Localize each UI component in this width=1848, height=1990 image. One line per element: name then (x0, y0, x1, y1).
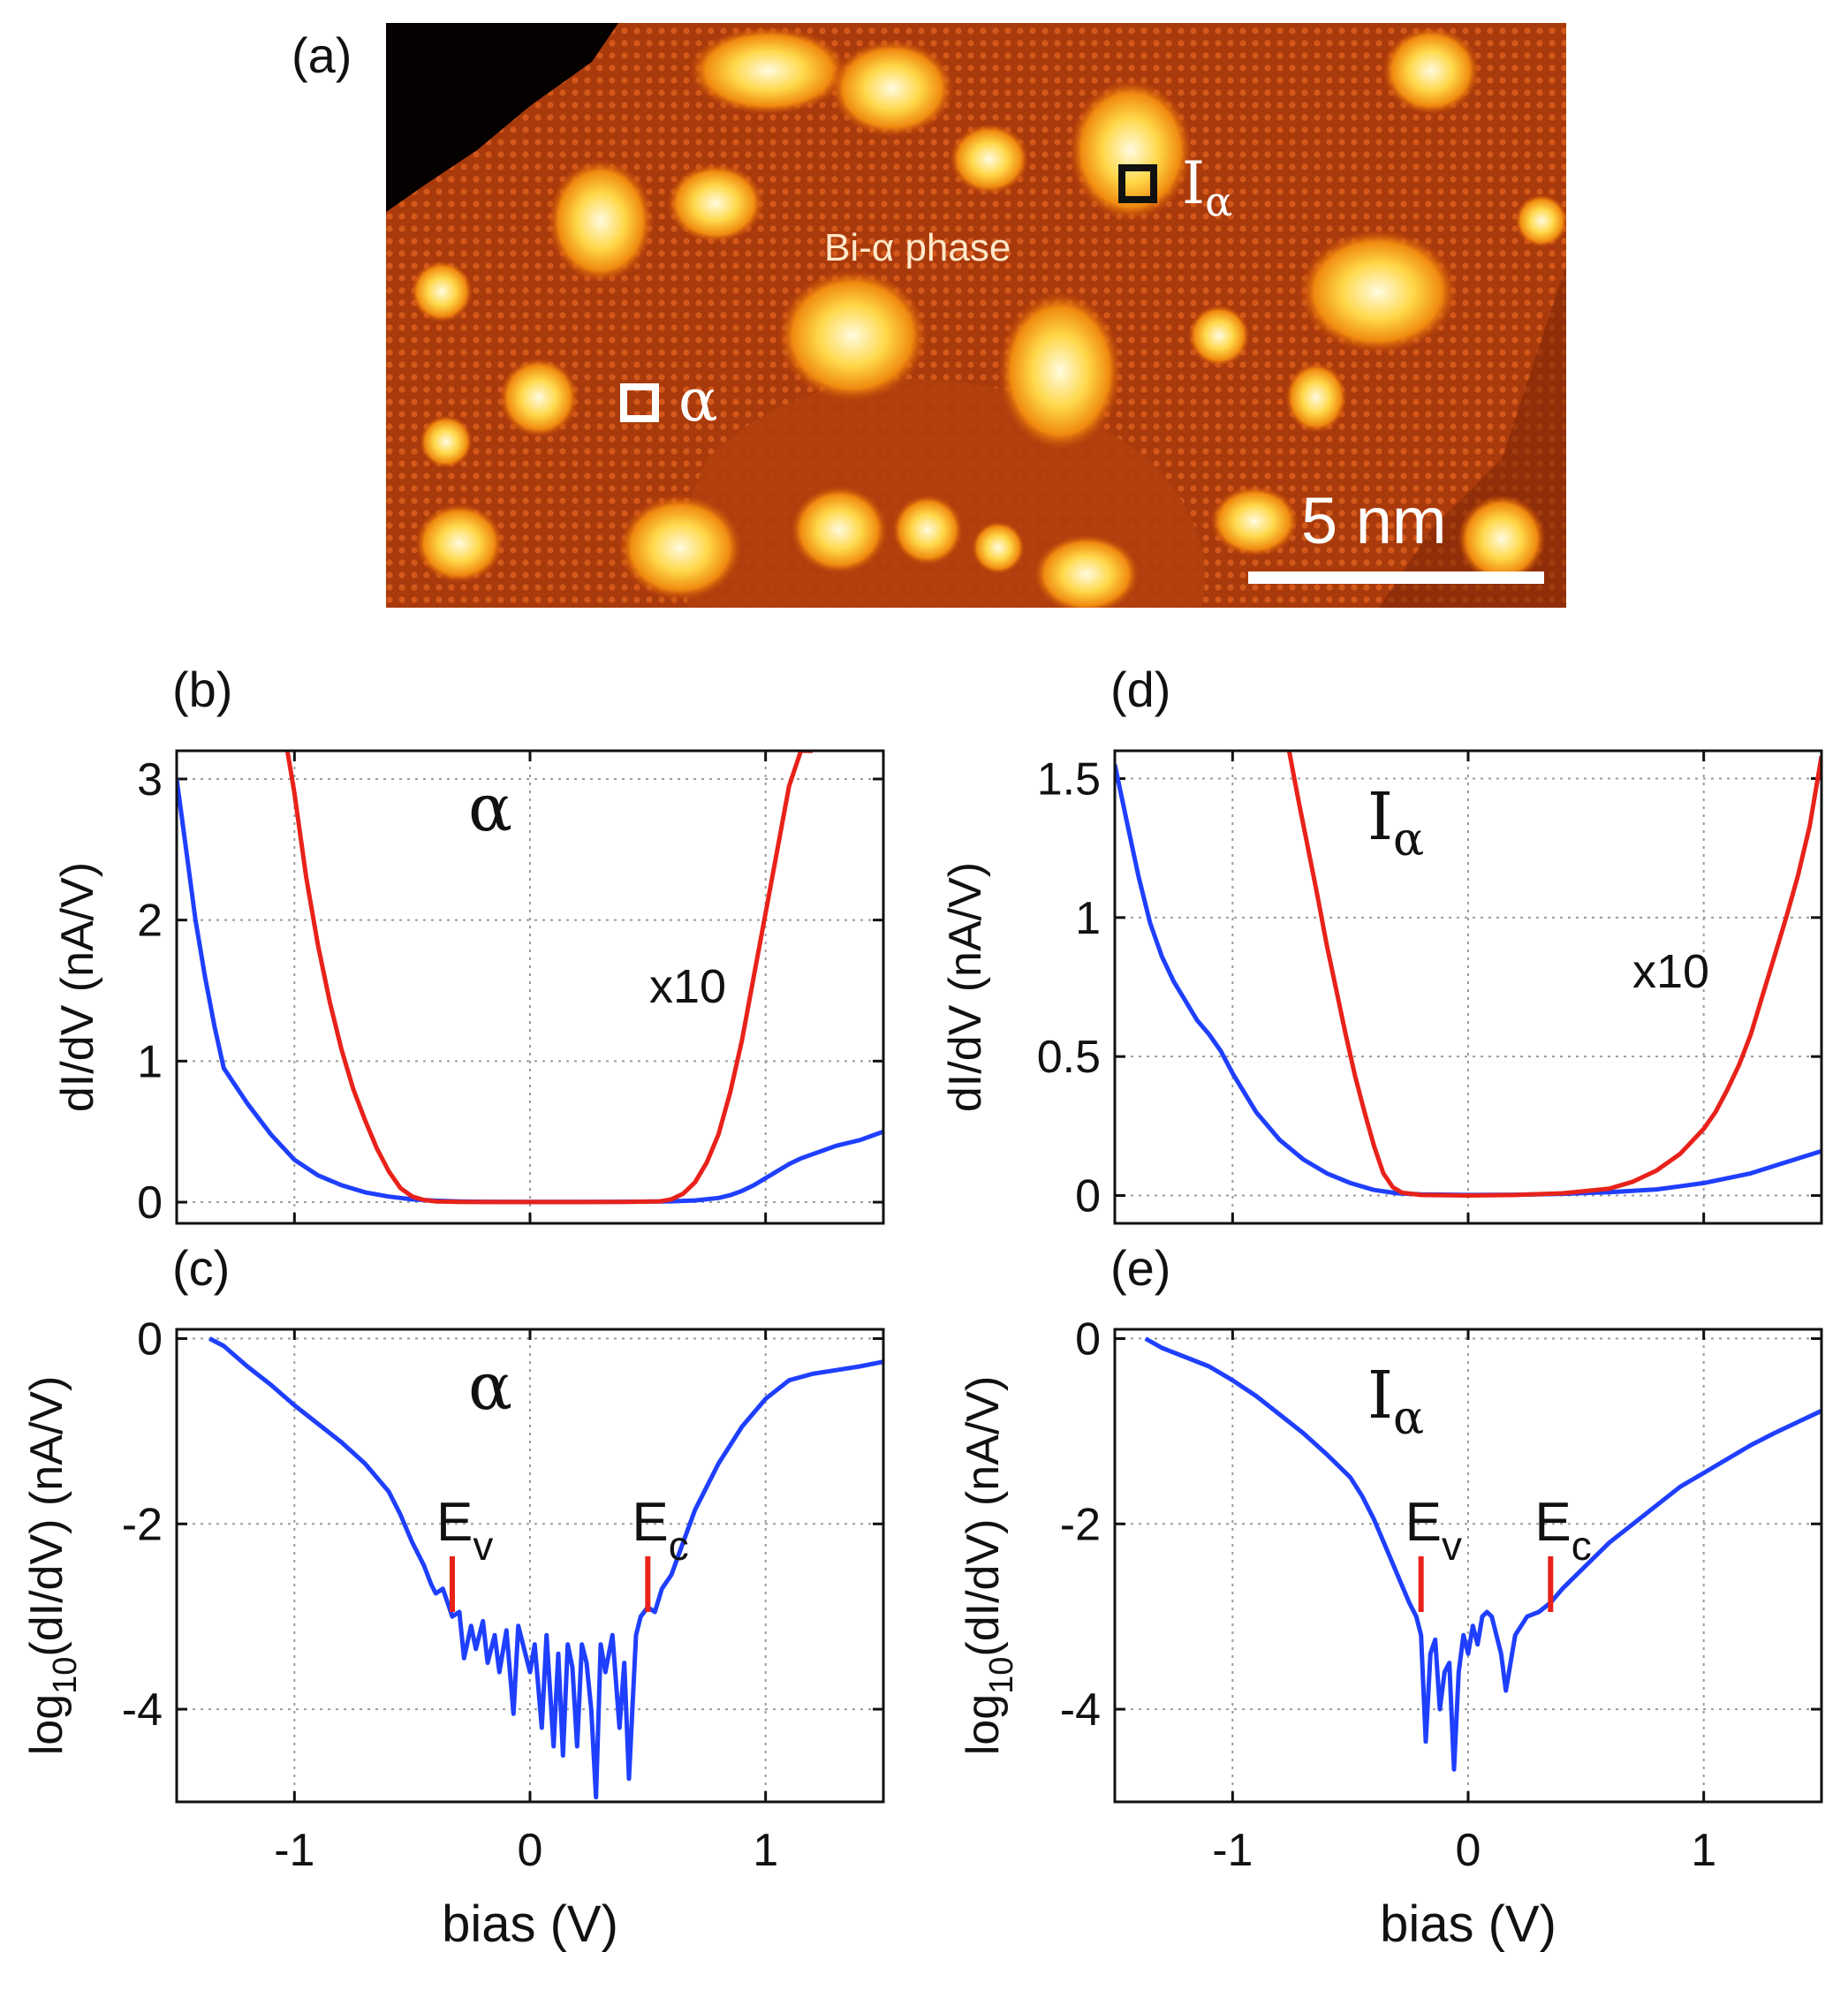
ylabel-sub: 10 (983, 1657, 1020, 1694)
marker-ialpha-box (1118, 164, 1157, 203)
x-axis-label: bias (V) (442, 1895, 618, 1953)
ylabel-sub: 10 (47, 1657, 84, 1694)
plot-frame (175, 749, 885, 1225)
x-tick-label: -1 (274, 1825, 314, 1876)
plot-area (1115, 1329, 1821, 1802)
y-tick-label: 0 (1075, 1313, 1101, 1365)
x-tick-label: 0 (518, 1825, 543, 1876)
series-line-blue (208, 1336, 883, 1800)
y-axis-label: dI/dV (nA/V) (940, 862, 991, 1112)
annotation-main: I (1367, 1358, 1393, 1434)
series-annotation: Iα (1367, 1358, 1424, 1445)
stm-bright-clusters (411, 26, 1566, 608)
panel-label: (c) (172, 1240, 230, 1296)
marker-ialpha-label: Iα (1182, 149, 1232, 225)
x-tick-label: -1 (1212, 1825, 1253, 1876)
plot-area (177, 751, 883, 1223)
plot-frame (1113, 1328, 1823, 1804)
y-axis-label: dI/dV (nA/V) (52, 862, 103, 1112)
panel-label: (b) (172, 662, 232, 717)
series-line-red (1286, 751, 1821, 1198)
scale-note: x10 (649, 960, 726, 1013)
scale-bar (1248, 571, 1544, 584)
stm-image: Bi-α phase α Iα 5 nm (386, 23, 1566, 608)
band-edge-sub: c (669, 1523, 689, 1569)
y-tick-label: -2 (1060, 1499, 1101, 1550)
annotation-main: I (1367, 779, 1393, 855)
stm-dark-substrate-right (1379, 23, 1566, 608)
x-axis-label: bias (V) (1380, 1895, 1556, 1953)
y-tick-label: -4 (122, 1684, 163, 1736)
plot-frame (1113, 749, 1823, 1225)
plot-area (177, 1329, 883, 1802)
y-tick-label: 0 (137, 1313, 163, 1365)
band-edge-main: E (1405, 1492, 1442, 1553)
series-annotation: Iα (1367, 779, 1424, 866)
y-tick-label: 1 (137, 1036, 163, 1087)
y-tick-label: 0 (1075, 1171, 1101, 1222)
panel-a: (a) (292, 23, 1566, 608)
panel-label: (e) (1110, 1240, 1170, 1296)
stm-dark-substrate (386, 23, 618, 212)
band-edge-label: Ec (632, 1492, 688, 1569)
y-axis-label: log10(dI/dV) (nA/V) (958, 1376, 1020, 1756)
ylabel-pre: log (21, 1694, 72, 1755)
band-edge-main: E (436, 1492, 473, 1553)
phase-label: Bi-α phase (824, 226, 1011, 269)
plot-frame (175, 1328, 885, 1804)
y-tick-label: 0.5 (1037, 1032, 1101, 1083)
ylabel-pre: log (958, 1694, 1009, 1755)
x-tick-label: 0 (1456, 1825, 1481, 1876)
y-tick-label: 1 (1075, 893, 1101, 944)
series-annotation: α (468, 1349, 512, 1425)
series-line-blue (1115, 764, 1821, 1198)
series-line-red (284, 751, 813, 1205)
chart-d: 0 0.5 1 1.5(d) Iα x10 dI/dV (nA/V) (940, 662, 1823, 1225)
scale-bar-label: 5 nm (1301, 484, 1447, 557)
series-line-blue (1144, 1336, 1821, 1772)
y-tick-label: 0 (137, 1177, 163, 1229)
band-edge-sub: v (1442, 1523, 1462, 1569)
y-tick-label: 2 (137, 896, 163, 947)
band-edge-sub: v (473, 1523, 493, 1569)
plot-area (1115, 751, 1821, 1223)
series-annotation: α (468, 770, 512, 846)
ylabel-post: (dI/dV) (nA/V) (958, 1376, 1009, 1657)
band-edge-sub: c (1572, 1523, 1592, 1569)
annotation-sub: α (1393, 1392, 1424, 1445)
band-edge-label: Ev (436, 1492, 493, 1569)
y-tick-label: -2 (122, 1499, 163, 1550)
marker-ialpha-main: I (1182, 149, 1205, 217)
x-tick-label: 1 (1691, 1825, 1716, 1876)
y-tick-label: 3 (137, 754, 163, 806)
annotation-sub: α (1393, 813, 1424, 866)
chart-b: 0 1 2 3(b) α x10 dI/dV (nA/V) (52, 662, 885, 1229)
band-edge-main: E (1534, 1492, 1571, 1553)
y-tick-label: 1.5 (1037, 753, 1101, 805)
y-axis-label: log10(dI/dV) (nA/V) (21, 1376, 84, 1756)
scale-note: x10 (1632, 945, 1709, 998)
ylabel-post: (dI/dV) (nA/V) (21, 1376, 72, 1657)
panel-label: (d) (1110, 662, 1170, 717)
marker-alpha-box (620, 383, 659, 422)
panel-a-label: (a) (292, 27, 352, 83)
band-edge-label: Ev (1405, 1492, 1462, 1569)
band-edge-main: E (632, 1492, 668, 1553)
band-edge-label: Ec (1534, 1492, 1591, 1569)
y-tick-label: -4 (1060, 1684, 1101, 1736)
x-tick-label: 1 (753, 1825, 778, 1876)
marker-ialpha-sub: α (1205, 178, 1232, 225)
marker-alpha-label: α (678, 367, 718, 435)
